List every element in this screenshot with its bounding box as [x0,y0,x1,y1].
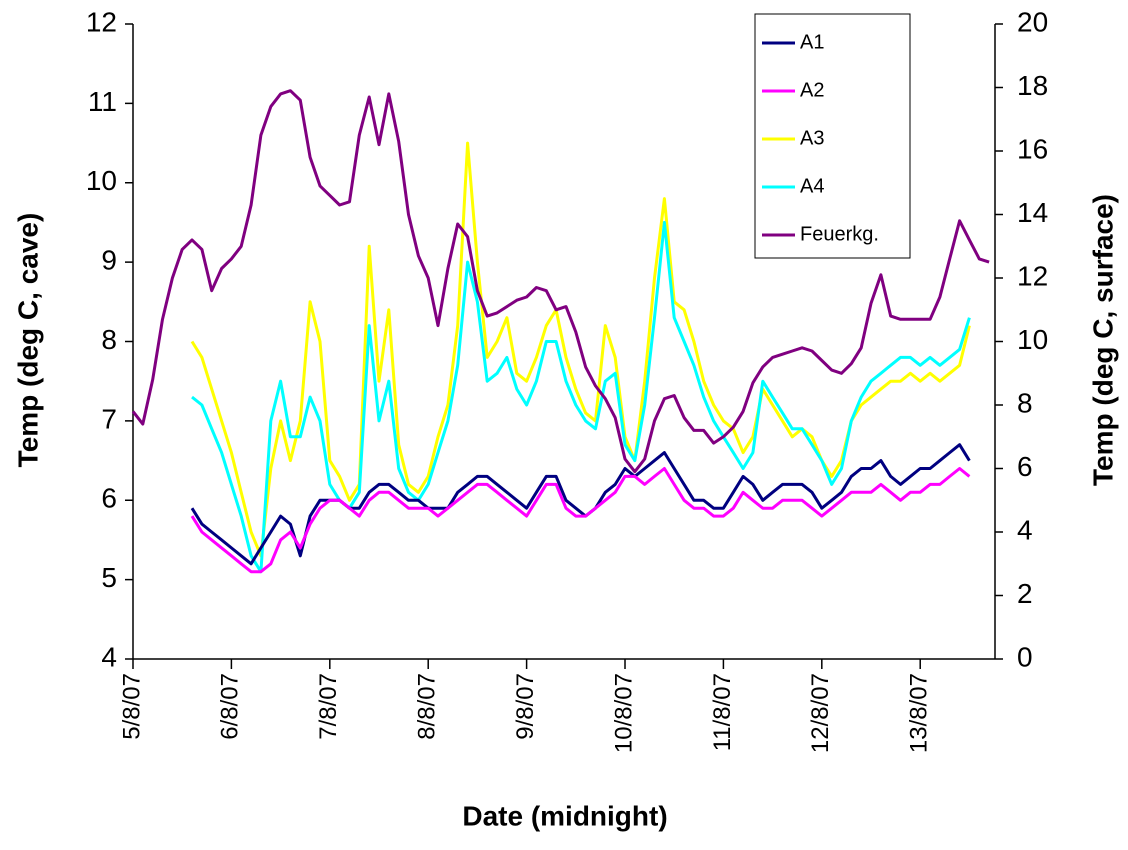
series-line [131,89,990,474]
x-tick-label: 9/8/07 [512,673,539,740]
series-line [190,443,971,566]
x-tick-label: 12/8/07 [807,673,834,753]
x-tick-label: 7/8/07 [315,673,342,740]
x-tick-label: 6/8/07 [217,673,244,740]
y2-tick-label: 18 [1017,70,1048,101]
legend-label: Feuerkg. [800,223,879,245]
x-tick-label: 13/8/07 [906,673,933,753]
x-tick-label: 5/8/07 [118,673,145,740]
y2-tick-label: 2 [1017,578,1033,609]
legend-label: A3 [800,127,824,149]
y-tick-label: 5 [101,562,117,593]
y-tick-label: 11 [88,86,117,117]
series-line [190,467,971,574]
y2-tick-label: 20 [1017,6,1048,37]
y2-tick-label: 14 [1017,197,1048,228]
legend-label: A2 [800,79,824,101]
x-axis-title: Date (midnight) [462,800,667,831]
y2-tick-label: 10 [1017,324,1048,355]
legend-label: A1 [800,31,824,53]
x-tick-label: 11/8/07 [709,673,736,751]
x-tick-label: 8/8/07 [414,673,441,740]
y-tick-label: 8 [101,324,117,355]
legend-box [754,13,911,259]
y-tick-label: 4 [101,641,117,672]
y-tick-label: 10 [86,165,117,196]
series-line [190,141,971,558]
y-tick-label: 9 [101,245,117,276]
y2-tick-label: 4 [1017,514,1033,545]
y-axis-title: Temp (deg C, cave) [12,213,43,468]
y2-tick-label: 16 [1017,133,1048,164]
y-tick-label: 12 [86,6,117,37]
y2-tick-label: 0 [1017,641,1033,672]
y-tick-label: 6 [101,483,117,514]
y2-tick-label: 8 [1017,387,1033,418]
legend-label: A4 [800,175,824,197]
y2-axis-title: Temp (deg C, surface) [1087,194,1118,486]
series-line [191,220,971,574]
x-tick-label: 10/8/07 [610,673,637,753]
y2-tick-label: 6 [1017,451,1033,482]
y2-tick-label: 12 [1017,260,1048,291]
y-tick-label: 7 [101,403,117,434]
